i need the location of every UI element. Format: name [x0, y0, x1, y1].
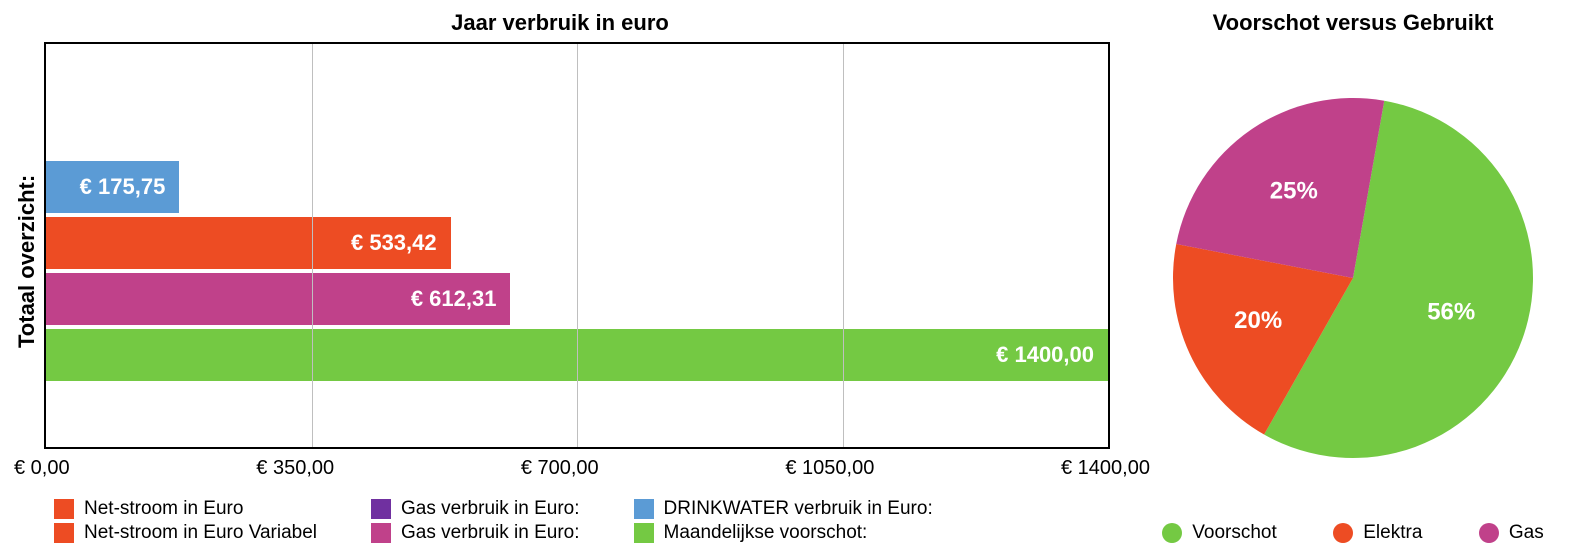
legend-item: Gas: [1479, 522, 1544, 544]
gridline: [312, 44, 313, 447]
legend-label: Net-stroom in Euro Variabel: [84, 522, 317, 544]
pie-chart-legend: Voorschot Elektra Gas: [1130, 522, 1576, 546]
pie-chart-wrap: 56% 20% 25%: [1130, 42, 1576, 514]
bar: € 175,75: [46, 161, 179, 213]
pie-slice-label: 25%: [1270, 177, 1318, 204]
legend-swatch: [1479, 523, 1499, 543]
legend-label: DRINKWATER verbruik in Euro:: [664, 498, 933, 520]
pie-slice-label: 20%: [1234, 307, 1282, 334]
x-axis-tick: € 1050,00: [785, 457, 874, 480]
legend-item: Elektra: [1333, 522, 1422, 544]
pie-chart-panel: Voorschot versus Gebruikt 56% 20% 25% Voor…: [1130, 10, 1576, 546]
bar-chart-title: Jaar verbruik in euro: [10, 10, 1110, 36]
legend-swatch: [1162, 523, 1182, 543]
pie-chart-title: Voorschot versus Gebruikt: [1130, 10, 1576, 36]
bar: € 533,42: [46, 217, 451, 269]
gridline: [577, 44, 578, 447]
legend-label: Gas verbruik in Euro:: [401, 498, 579, 520]
legend-item: Maandelijkse voorschot:: [634, 522, 933, 544]
legend-swatch: [634, 499, 654, 519]
legend-column: Net-stroom in EuroNet-stroom in Euro Var…: [54, 498, 341, 546]
legend-label: Gas verbruik in Euro:: [401, 522, 579, 544]
legend-label: Maandelijkse voorschot:: [664, 522, 868, 544]
legend-column: Gas verbruik in Euro:Gas verbruik in Eur…: [371, 498, 603, 546]
bar-chart-plot-area: € 175,75 € 533,42 € 612,31 € 1400,00: [44, 42, 1110, 449]
legend-swatch: [54, 499, 74, 519]
dashboard-root: Jaar verbruik in euro Totaal overzicht: …: [0, 0, 1596, 556]
x-axis-tick: € 350,00: [256, 457, 334, 480]
pie-chart-svg: 56% 20% 25%: [1153, 78, 1553, 478]
legend-swatch: [54, 523, 74, 543]
bar-chart-x-axis: € 0,00€ 350,00€ 700,00€ 1050,00€ 1400,00: [14, 449, 1150, 480]
legend-item: Net-stroom in Euro: [54, 498, 317, 520]
bar-chart-legend: Net-stroom in EuroNet-stroom in Euro Var…: [54, 498, 1110, 546]
legend-label: Elektra: [1363, 522, 1422, 544]
legend-item: Gas verbruik in Euro:: [371, 498, 579, 520]
bar-value-label: € 175,75: [80, 174, 166, 200]
x-axis-tick: € 700,00: [521, 457, 599, 480]
legend-swatch: [1333, 523, 1353, 543]
legend-swatch: [634, 523, 654, 543]
pie-slice-label: 56%: [1427, 299, 1475, 326]
gridline: [843, 44, 844, 447]
legend-item: DRINKWATER verbruik in Euro:: [634, 498, 933, 520]
bar-value-label: € 1400,00: [996, 342, 1094, 368]
legend-label: Gas: [1509, 522, 1544, 544]
bar-chart-plot-column: € 175,75€ 533,42€ 612,31€ 1400,00 € 0,00…: [44, 42, 1110, 480]
legend-item: Net-stroom in Euro Variabel: [54, 522, 317, 544]
legend-column: DRINKWATER verbruik in Euro:Maandelijkse…: [634, 498, 957, 546]
legend-item: Voorschot: [1162, 522, 1277, 544]
bar: € 612,31: [46, 273, 510, 325]
legend-label: Net-stroom in Euro: [84, 498, 243, 520]
legend-item: Gas verbruik in Euro:: [371, 522, 579, 544]
bar-value-label: € 612,31: [411, 286, 497, 312]
bar-chart-body: Totaal overzicht: € 175,75 € 533,42 € 612,…: [10, 42, 1110, 480]
legend-label: Voorschot: [1192, 522, 1277, 544]
legend-swatch: [371, 523, 391, 543]
bar-value-label: € 533,42: [351, 230, 437, 256]
bar-chart-ylabel: Totaal overzicht:: [10, 42, 44, 480]
legend-swatch: [371, 499, 391, 519]
bar-chart-panel: Jaar verbruik in euro Totaal overzicht: …: [10, 10, 1110, 546]
